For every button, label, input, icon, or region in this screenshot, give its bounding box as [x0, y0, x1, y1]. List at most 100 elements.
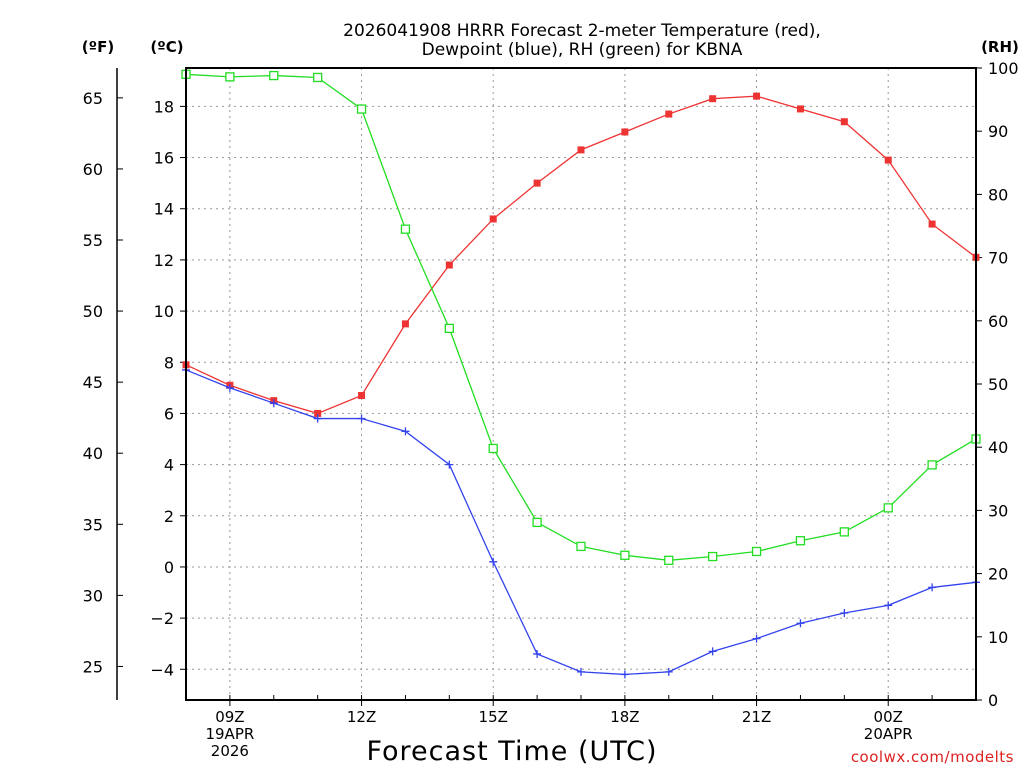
rh-tick-label: 40: [988, 438, 1008, 457]
data-point: [489, 215, 497, 223]
x-tick-label: 00Z: [874, 708, 903, 726]
data-point: [489, 557, 498, 566]
data-point: [358, 392, 366, 400]
fahrenheit-tick-label: 60: [83, 160, 103, 179]
fahrenheit-tick-label: 35: [83, 515, 103, 534]
celsius-tick-label: 4: [164, 456, 174, 475]
celsius-tick-label: 10: [154, 302, 174, 321]
data-point: [269, 70, 279, 81]
chart-title-line-2: Dewpoint (blue), RH (green) for KBNA: [422, 40, 743, 60]
plot-frame: [185, 67, 977, 701]
x-tick-label: 15Z: [479, 708, 508, 726]
data-point: [445, 460, 454, 469]
data-point: [444, 323, 454, 334]
rh-tick-label: 60: [988, 312, 1008, 331]
rh-tick-label: 30: [988, 501, 1008, 520]
data-point: [313, 414, 322, 423]
data-point: [708, 551, 718, 562]
data-point: [620, 550, 630, 560]
data-point: [664, 555, 674, 565]
data-point: [445, 261, 453, 269]
data-point: [751, 546, 762, 557]
data-point: [225, 383, 234, 392]
rh-tick-label: 80: [988, 185, 1008, 204]
data-point: [664, 667, 673, 676]
fahrenheit-axis: 25 30 35 40 45 50 55 60 65: [83, 89, 123, 676]
data-point: [621, 128, 629, 136]
data-point: [356, 104, 367, 114]
data-point: [269, 399, 278, 408]
celsius-tick-label: −4: [150, 660, 174, 679]
fahrenheit-tick-label: 65: [83, 89, 103, 108]
data-point: [884, 601, 893, 610]
data-point: [753, 92, 761, 100]
celsius-tick-label: 14: [154, 200, 174, 219]
data-point: [884, 156, 892, 164]
data-point: [313, 72, 323, 83]
series-2-meter-temperature: [182, 92, 980, 417]
x-tick-label: 21Z: [742, 708, 771, 726]
data-point: [488, 443, 498, 454]
series-layer: [181, 69, 981, 679]
series-relative-humidity: [181, 69, 981, 565]
celsius-tick-label: −2: [150, 609, 174, 628]
data-point: [840, 609, 849, 618]
credit-text: coolwx.com/modelts: [851, 748, 1014, 766]
celsius-tick-label: 12: [154, 251, 174, 270]
rh-axis: 0 10 20 30 40 50 60 70 80 90 100: [976, 59, 1019, 710]
grid-lines: [186, 68, 976, 700]
data-point: [576, 541, 586, 552]
celsius-tick-label: 8: [164, 353, 174, 372]
x-tick-label: 18Z: [610, 708, 639, 726]
data-point: [357, 414, 366, 423]
celsius-tick-label: 0: [164, 558, 174, 577]
data-point: [928, 583, 937, 592]
fahrenheit-tick-label: 30: [83, 586, 103, 605]
data-point: [709, 95, 717, 103]
data-point: [577, 667, 585, 676]
x-tick-label: 20APR: [864, 725, 913, 743]
data-point: [401, 427, 410, 436]
celsius-tick-label: 16: [154, 149, 174, 168]
fahrenheit-tick-label: 25: [83, 657, 103, 676]
data-point: [840, 118, 848, 126]
data-point: [577, 146, 585, 154]
chart-title-line-1: 2026041908 HRRR Forecast 2-meter Tempera…: [343, 21, 821, 41]
data-point: [795, 536, 806, 546]
data-point: [752, 634, 761, 643]
rh-tick-label: 90: [988, 122, 1008, 141]
data-point: [314, 409, 322, 417]
fahrenheit-tick-label: 50: [83, 302, 103, 321]
x-tick-label: 19APR: [205, 725, 254, 743]
data-point: [796, 619, 805, 628]
rh-tick-label: 20: [988, 565, 1008, 584]
rh-unit-label: (RH): [981, 38, 1019, 56]
rh-tick-label: 100: [988, 59, 1019, 78]
data-point: [883, 503, 893, 513]
data-point: [401, 320, 409, 328]
data-point: [620, 670, 629, 679]
data-point: [796, 105, 804, 113]
x-tick-label: 2026: [211, 742, 249, 760]
x-tick-label: 12Z: [347, 708, 376, 726]
data-point: [928, 220, 936, 228]
rh-tick-label: 10: [988, 628, 1008, 647]
data-point: [927, 460, 937, 470]
series-dewpoint: [182, 365, 980, 679]
fahrenheit-tick-label: 45: [83, 373, 103, 392]
series-line: [185, 369, 977, 676]
x-tick-label: 09Z: [215, 708, 244, 726]
data-point: [708, 647, 717, 656]
fahrenheit-tick-label: 40: [83, 444, 103, 463]
celsius-tick-label: 6: [164, 404, 174, 423]
celsius-unit-label: (ºC): [150, 38, 183, 56]
series-line: [185, 95, 977, 415]
fahrenheit-tick-label: 55: [83, 231, 103, 250]
rh-tick-label: 70: [988, 249, 1008, 268]
data-point: [533, 649, 542, 658]
data-point: [839, 527, 849, 537]
rh-tick-label: 50: [988, 375, 1008, 394]
data-point: [225, 72, 235, 82]
